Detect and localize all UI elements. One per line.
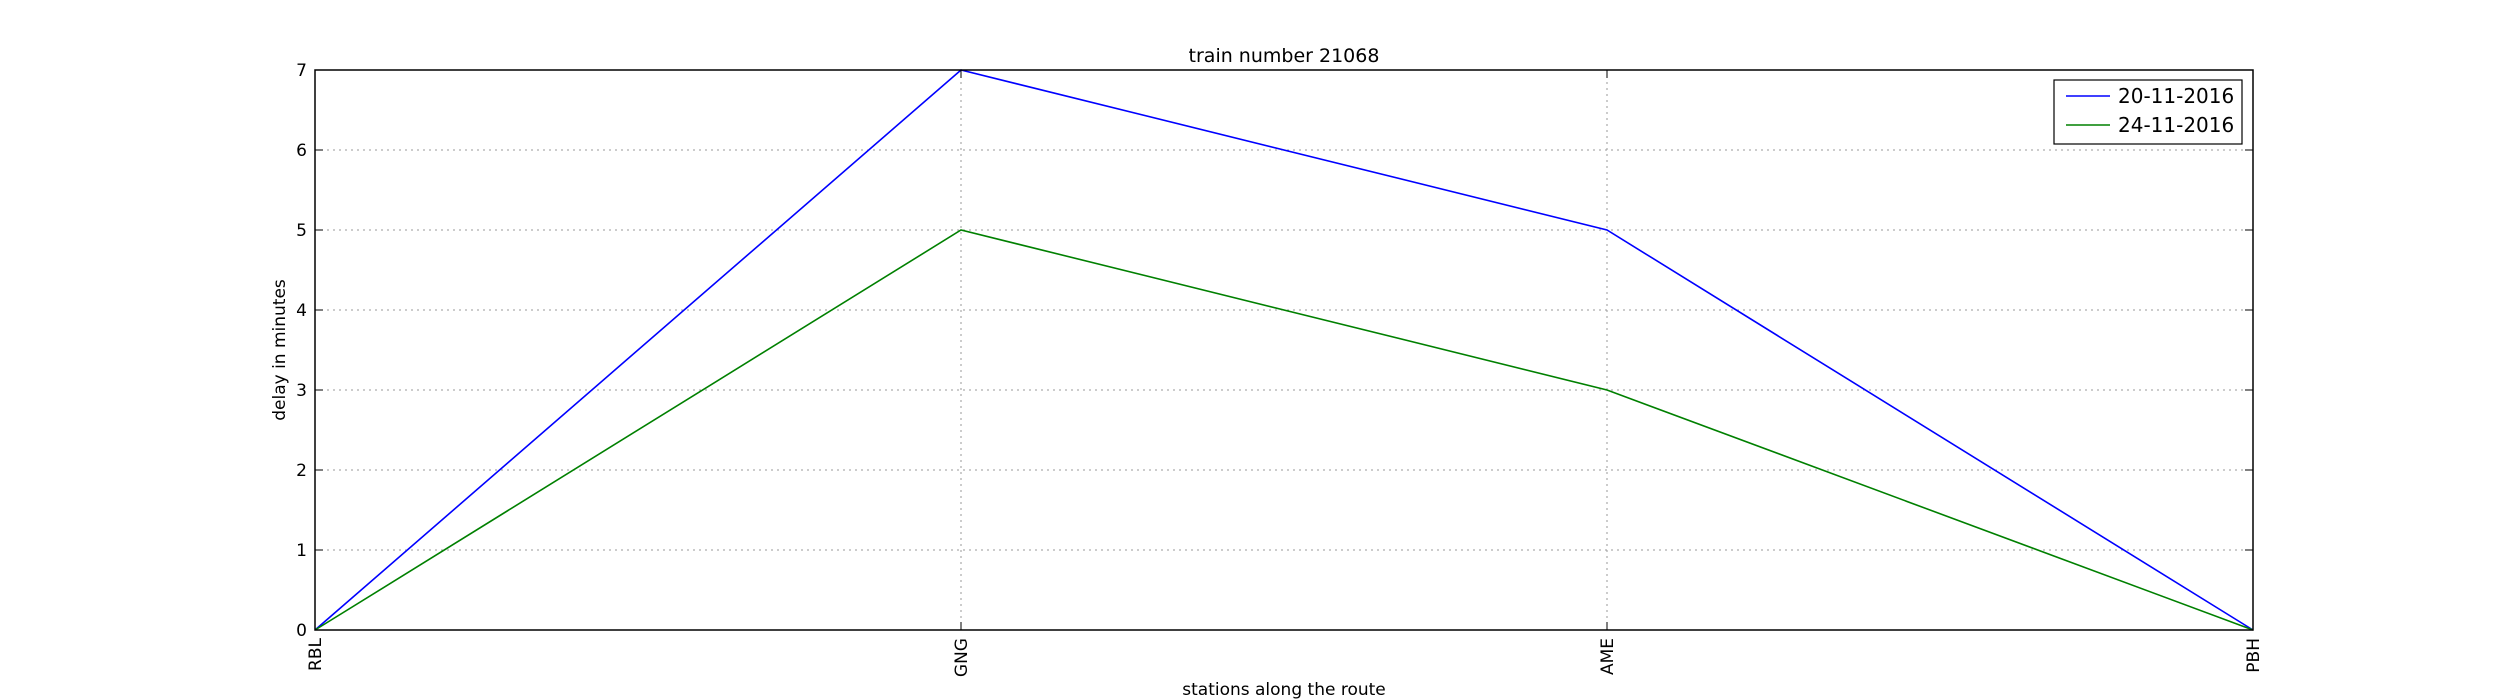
y-tick-label: 3 (296, 381, 307, 401)
y-tick-label: 4 (296, 301, 307, 321)
chart-title: train number 21068 (1189, 45, 1380, 67)
series-line-2 (314, 229, 2254, 631)
x-tick-label: RBL (306, 637, 326, 670)
legend: 20-11-2016 24-11-2016 (2053, 79, 2243, 145)
x-tick-label: PBH (2244, 638, 2264, 673)
series-line-1 (314, 69, 2254, 631)
y-tick-label: 0 (296, 621, 307, 641)
x-tick-label: GNG (952, 638, 972, 677)
y-tick-label: 1 (296, 541, 307, 561)
legend-label: 24-11-2016 (2118, 113, 2234, 137)
legend-box (2053, 79, 2243, 145)
series-lines (314, 69, 2254, 631)
x-tick-label: AME (1598, 638, 1618, 675)
y-tick-label: 5 (296, 221, 307, 241)
y-tick-label: 7 (296, 61, 307, 81)
plot-area-frame (314, 69, 2254, 631)
y-axis-label: delay in minutes (270, 279, 290, 421)
y-tick-label: 2 (296, 461, 307, 481)
grid-lines (315, 70, 2253, 630)
x-axis-label: stations along the route (1182, 680, 1386, 700)
axis-ticks: 0 1 2 3 4 5 6 7 RBL GNG AME PBH (296, 61, 2264, 677)
legend-label: 20-11-2016 (2118, 84, 2234, 108)
y-tick-label: 6 (296, 141, 307, 161)
